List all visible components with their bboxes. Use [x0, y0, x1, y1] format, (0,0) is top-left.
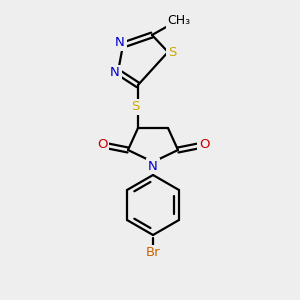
Text: S: S — [131, 100, 139, 113]
Text: S: S — [168, 46, 176, 59]
Text: O: O — [97, 137, 107, 151]
Text: Br: Br — [146, 247, 160, 260]
Text: N: N — [115, 37, 125, 50]
Text: N: N — [110, 67, 120, 80]
Text: N: N — [148, 160, 158, 172]
Text: CH₃: CH₃ — [167, 14, 190, 28]
Text: O: O — [199, 137, 209, 151]
